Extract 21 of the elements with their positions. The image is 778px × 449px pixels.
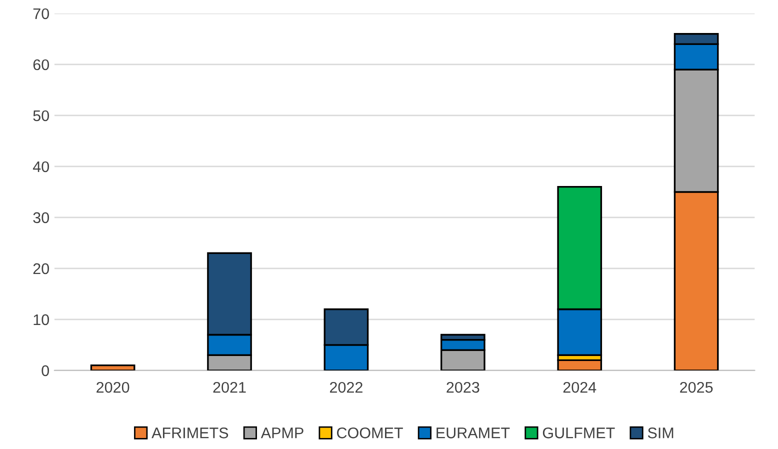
legend-label: EURAMET <box>436 428 510 438</box>
y-tick-label: 0 <box>42 365 49 376</box>
y-tick-label: 70 <box>33 8 50 20</box>
y-tick-label: 30 <box>33 212 50 224</box>
x-tick-label: 2022 <box>330 382 362 393</box>
x-tick-label: 2025 <box>680 382 713 393</box>
x-tick-label: 2024 <box>563 382 596 393</box>
legend-label: SIM <box>648 427 674 438</box>
x-tick-label: 2021 <box>213 382 246 393</box>
y-tick-label: 20 <box>33 263 50 274</box>
y-tick-label: 60 <box>33 59 50 70</box>
bar <box>90 364 136 370</box>
legend-label: AFRIMETS <box>152 427 228 438</box>
y-tick-label: 10 <box>34 314 50 326</box>
y-tick-label: 40 <box>32 161 50 172</box>
x-tick-label: 2020 <box>96 382 130 393</box>
y-tick-label: 50 <box>33 110 50 122</box>
legend-label: GULFMET <box>542 427 615 438</box>
x-tick-label: 2023 <box>446 382 480 393</box>
legend-label: APMP <box>260 428 304 438</box>
legend-label: COOMET <box>337 427 403 438</box>
